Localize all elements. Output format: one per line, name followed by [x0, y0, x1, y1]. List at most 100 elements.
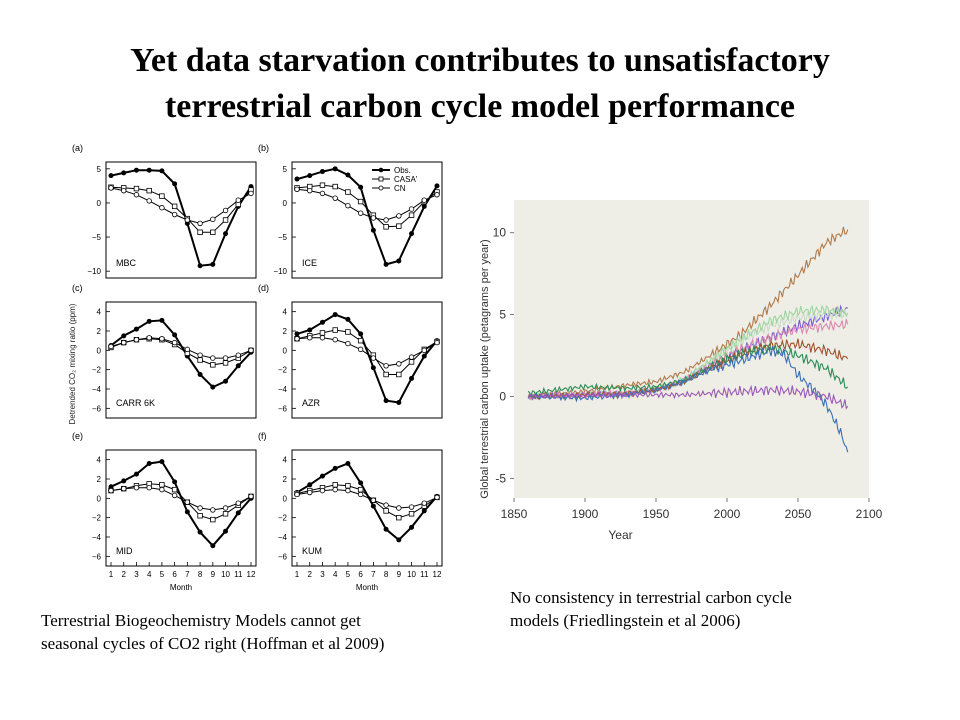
cn-point [383, 217, 389, 223]
casa-point [345, 189, 351, 195]
cn-point [146, 335, 152, 341]
y-axis-label: Global terrestrial carbon uptake (petagr… [479, 239, 491, 498]
cn-point [307, 489, 313, 496]
series-line [110, 487, 252, 511]
legend-marker-obs [378, 167, 384, 173]
y-tick-label: 5 [499, 308, 506, 322]
cn-point [222, 355, 229, 361]
casa-point [396, 371, 402, 378]
panel-frame [291, 449, 443, 567]
y-tick-label: 0 [97, 199, 102, 208]
y-tick-label: −2 [278, 366, 288, 375]
x-tick-label: 11 [420, 570, 429, 579]
legend-marker-cn [378, 185, 384, 191]
cn-point [370, 215, 377, 221]
casa-point [159, 482, 165, 488]
y-tick-label: 2 [97, 475, 102, 484]
y-tick-label: 0 [283, 494, 288, 503]
series-line [110, 169, 252, 267]
x-tick-label: 2000 [714, 507, 741, 521]
obs-point [358, 331, 364, 337]
y-tick-label: 0 [283, 199, 288, 208]
obs-point [146, 167, 152, 173]
obs-point [345, 461, 351, 467]
panel-frame [105, 449, 257, 567]
obs-point [121, 478, 127, 484]
cn-point [248, 493, 254, 500]
panel-letter: (d) [258, 283, 269, 293]
casa-point [383, 224, 389, 230]
x-tick-label: 2100 [856, 507, 883, 521]
casa-point [408, 212, 415, 218]
panel-frame [105, 301, 257, 419]
cn-point [396, 213, 402, 219]
obs-point [383, 261, 389, 267]
x-tick-label: 2 [122, 570, 127, 579]
x-tick-label: 4 [333, 570, 338, 579]
cn-point [235, 500, 241, 506]
x-tick-label: 1900 [572, 507, 599, 521]
casa-point [210, 516, 216, 523]
cn-point [332, 337, 338, 343]
casa-point [332, 327, 338, 333]
casa-point [319, 182, 326, 188]
cn-point [345, 340, 351, 347]
legend-label: CASA' [394, 175, 418, 184]
casa-point [357, 337, 364, 344]
cn-point [108, 343, 114, 350]
casa-point [210, 362, 216, 368]
obs-point [146, 318, 152, 324]
cn-point [121, 339, 127, 346]
obs-point [197, 372, 203, 377]
cn-point [332, 195, 338, 201]
cn-point [396, 505, 402, 511]
casa-point [345, 329, 351, 335]
casa-point [197, 513, 203, 519]
cn-point [408, 354, 415, 360]
casa-point [171, 486, 178, 493]
cn-point [171, 211, 178, 218]
x-tick-label: 5 [160, 570, 165, 579]
casa-point [408, 511, 415, 517]
y-tick-label: −4 [92, 385, 102, 394]
series-line [110, 460, 252, 548]
cn-point [396, 361, 402, 367]
caption-left: Terrestrial Biogeochemistry Models canno… [41, 609, 384, 655]
x-tick-label: 6 [358, 570, 363, 579]
obs-point [409, 375, 415, 381]
y-tick-label: −6 [92, 552, 102, 561]
panel-letter: (e) [72, 431, 83, 441]
carbon-uptake-chart: 1850 1900 1950 2000 2050 2100 10 5 0 -5 Year Global… [479, 200, 883, 542]
cn-point [171, 339, 178, 346]
y-tick-label: −10 [273, 267, 287, 276]
obs-point [294, 331, 300, 337]
y-tick-label: −2 [92, 366, 102, 375]
panel-azr: (d) AZR 4 2 0 −2 −4 −6 [258, 283, 443, 419]
panel-frame [291, 301, 443, 419]
cn-point [121, 485, 127, 492]
model-series-line [527, 384, 849, 410]
y-tick-label: -5 [495, 471, 506, 485]
casa-point [171, 203, 178, 210]
caption-left-line-1: Terrestrial Biogeochemistry Models canno… [41, 611, 361, 630]
obs-point [383, 398, 389, 404]
cn-point [133, 337, 140, 343]
title-line-1: Yet data starvation contributes to unsat… [130, 42, 830, 79]
slide-title: Yet data starvation contributes to unsat… [40, 38, 920, 130]
obs-point [332, 465, 338, 471]
x-axis-label: Month [356, 583, 378, 592]
obs-point [307, 482, 313, 488]
y-axis-label: Detrended CO₂ mixing ratio (ppm) [68, 303, 77, 424]
site-label: ICE [302, 258, 317, 268]
cn-point [184, 217, 191, 223]
obs-point [223, 231, 229, 237]
obs-point [396, 537, 402, 543]
obs-point [319, 473, 325, 479]
x-tick-label: 12 [433, 570, 442, 579]
x-tick-label: 11 [234, 570, 243, 579]
cn-point [197, 352, 203, 358]
cn-point [383, 502, 389, 508]
cn-point [383, 363, 389, 369]
obs-point [159, 168, 165, 174]
